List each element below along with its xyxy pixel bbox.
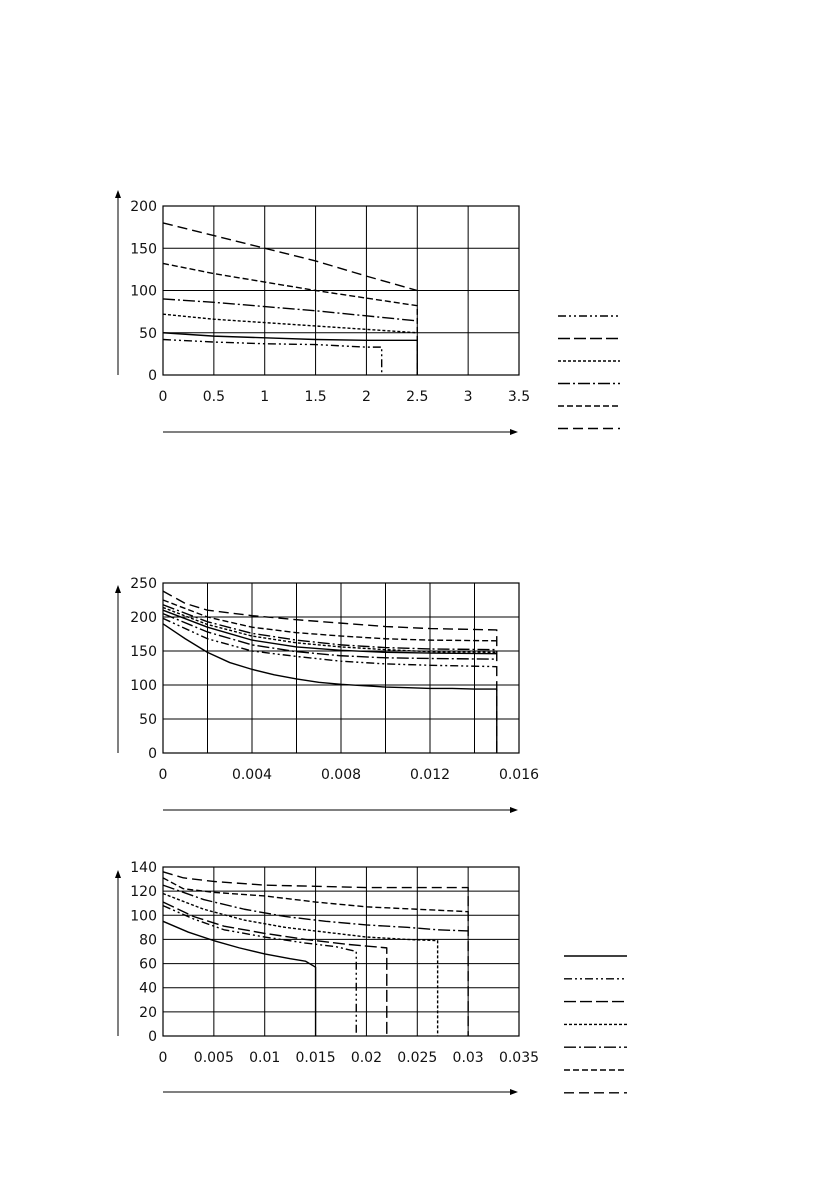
series-line-2 xyxy=(162,904,357,1036)
series-line-2 xyxy=(162,617,497,668)
x-tick-label: 0.012 xyxy=(410,767,450,783)
y-tick-label: 150 xyxy=(130,241,157,257)
x-tick-label: 0.025 xyxy=(397,1050,437,1066)
x-tick-label: 3 xyxy=(464,389,473,405)
series-group xyxy=(162,590,498,753)
series-line-8 xyxy=(162,590,498,753)
x-tick-label: 0.01 xyxy=(249,1050,280,1066)
plot-frame xyxy=(162,582,520,754)
series-line-1 xyxy=(162,920,317,1036)
series-group xyxy=(162,871,469,1036)
plot-frame xyxy=(162,205,520,376)
y-tick-label: 50 xyxy=(139,326,157,342)
series-line-4 xyxy=(162,892,439,1036)
y-tick-label: 0 xyxy=(148,368,157,384)
y-tick-label: 140 xyxy=(130,860,157,876)
series-line-3 xyxy=(162,901,388,1036)
x-tick-label: 0 xyxy=(159,767,168,783)
x-tick-label: 0.004 xyxy=(232,767,272,783)
x-tick-label: 0 xyxy=(159,1050,168,1066)
y-axis-arrowhead xyxy=(115,190,121,198)
y-tick-label: 40 xyxy=(139,981,157,997)
plot-frame xyxy=(162,866,520,1037)
y-tick-label: 100 xyxy=(130,908,157,924)
y-tick-label: 120 xyxy=(130,884,157,900)
y-tick-label: 0 xyxy=(148,746,157,762)
x-tick-label: 2.5 xyxy=(406,389,428,405)
grid xyxy=(162,582,520,754)
series-line-2 xyxy=(162,332,418,375)
x-axis-arrowhead xyxy=(510,807,518,813)
x-tick-label: 0.5 xyxy=(203,389,225,405)
x-tick-label: 1.5 xyxy=(304,389,326,405)
x-tick-label: 0.03 xyxy=(453,1050,484,1066)
x-tick-label: 0.035 xyxy=(499,1050,539,1066)
y-tick-label: 0 xyxy=(148,1029,157,1045)
legend xyxy=(564,955,627,1094)
y-tick-label: 200 xyxy=(130,199,157,215)
series-line-3 xyxy=(162,612,497,660)
x-tick-label: 3.5 xyxy=(508,389,530,405)
series-line-6 xyxy=(162,877,469,913)
series-line-5 xyxy=(162,262,418,375)
y-tick-label: 150 xyxy=(130,644,157,660)
chart-2: 0 0.004 0.008 0.012 0.016 0 50 100 150 200 250 xyxy=(115,576,539,813)
x-tick-label: 2 xyxy=(362,389,371,405)
x-tick-label: 0.005 xyxy=(194,1050,234,1066)
x-tick-label: 0 xyxy=(159,389,168,405)
chart-3: 0 0.005 0.01 0.015 0.02 0.025 0.03 0.035 0 20 40 60… xyxy=(115,860,627,1095)
series-line-1 xyxy=(162,623,498,753)
series-line-4 xyxy=(162,609,497,655)
series-line-6 xyxy=(162,604,497,651)
x-tick-label: 0.015 xyxy=(296,1050,336,1066)
x-tick-label: 1 xyxy=(260,389,269,405)
y-tick-label: 200 xyxy=(130,610,157,626)
y-tick-label: 100 xyxy=(130,284,157,300)
y-tick-label: 100 xyxy=(130,678,157,694)
y-tick-label: 20 xyxy=(139,1005,157,1021)
y-tick-label: 250 xyxy=(130,576,157,592)
series-line-5 xyxy=(162,884,469,932)
x-axis-arrowhead xyxy=(510,1089,518,1095)
x-tick-label: 0.008 xyxy=(321,767,361,783)
chart-1: 0 0.5 1 1.5 2 2.5 3 3.5 0 50 100 150 200 xyxy=(115,190,620,435)
series-line-5 xyxy=(162,606,497,654)
series-group xyxy=(162,222,418,375)
x-axis-arrowhead xyxy=(510,429,518,435)
series-line-4 xyxy=(162,298,418,322)
series-line-7 xyxy=(162,871,469,1036)
y-tick-label: 80 xyxy=(139,932,157,948)
grid xyxy=(162,205,520,376)
x-tick-label: 0.016 xyxy=(499,767,539,783)
series-line-3 xyxy=(162,313,418,334)
series-line-1 xyxy=(162,338,383,375)
series-line-6 xyxy=(162,222,418,292)
legend xyxy=(558,315,620,430)
y-tick-label: 50 xyxy=(139,712,157,728)
series-line-7 xyxy=(162,599,497,642)
y-tick-label: 60 xyxy=(139,957,157,973)
y-axis-arrowhead xyxy=(115,870,121,878)
y-axis-arrowhead xyxy=(115,585,121,593)
x-tick-label: 0.02 xyxy=(351,1050,382,1066)
